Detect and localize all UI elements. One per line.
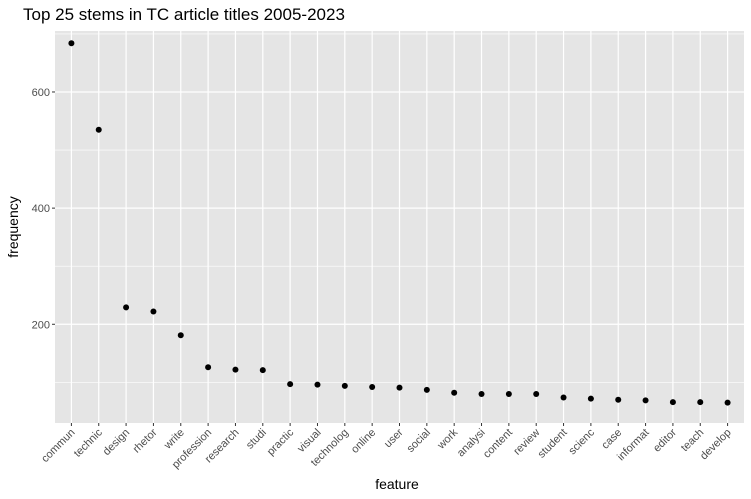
- data-point: [451, 389, 458, 396]
- data-point: [396, 384, 403, 391]
- y-axis-ticks: 200 400 600: [32, 87, 55, 331]
- x-tick-label: design: [101, 427, 132, 458]
- y-tick-label: 200: [32, 319, 50, 331]
- data-point: [697, 399, 704, 406]
- data-point: [314, 381, 321, 388]
- data-point: [587, 395, 594, 402]
- data-point: [642, 397, 649, 404]
- data-point: [95, 126, 102, 133]
- x-tick-label: studi: [244, 427, 269, 452]
- data-point: [615, 396, 622, 403]
- x-tick-label: develop: [698, 427, 734, 463]
- data-points: [68, 40, 731, 406]
- data-point: [259, 367, 266, 374]
- data-point: [423, 386, 430, 393]
- data-point: [724, 399, 731, 406]
- x-tick-label: case: [599, 427, 624, 452]
- x-tick-label: scienc: [566, 426, 597, 457]
- data-point: [560, 394, 567, 401]
- y-tick-label: 600: [32, 87, 50, 99]
- data-point: [669, 399, 676, 406]
- data-point: [287, 381, 294, 388]
- data-point: [478, 390, 485, 397]
- data-point: [505, 390, 512, 397]
- major-gridlines: [55, 31, 744, 423]
- x-tick-label: content: [481, 427, 515, 461]
- data-point: [533, 390, 540, 397]
- y-axis-title: frequency: [5, 196, 21, 257]
- x-tick-label: user: [382, 426, 406, 450]
- data-point: [369, 383, 376, 390]
- data-point: [205, 364, 212, 371]
- x-tick-label: technic: [72, 426, 105, 459]
- x-tick-label: commun: [39, 427, 77, 465]
- x-tick-label: student: [536, 427, 570, 461]
- x-tick-label: social: [405, 427, 433, 455]
- x-tick-label: rhetor: [131, 426, 160, 455]
- data-point: [232, 366, 239, 373]
- data-point: [177, 332, 184, 339]
- x-axis-title: feature: [375, 476, 419, 492]
- data-point: [150, 308, 157, 315]
- x-tick-label: practic: [265, 426, 297, 458]
- data-point: [123, 304, 130, 311]
- x-tick-label: editor: [651, 426, 679, 454]
- data-point: [341, 382, 348, 389]
- y-tick-label: 400: [32, 203, 50, 215]
- chart-title: Top 25 stems in TC article titles 2005-2…: [23, 5, 345, 24]
- data-point: [68, 40, 75, 47]
- x-tick-label: online: [349, 427, 378, 456]
